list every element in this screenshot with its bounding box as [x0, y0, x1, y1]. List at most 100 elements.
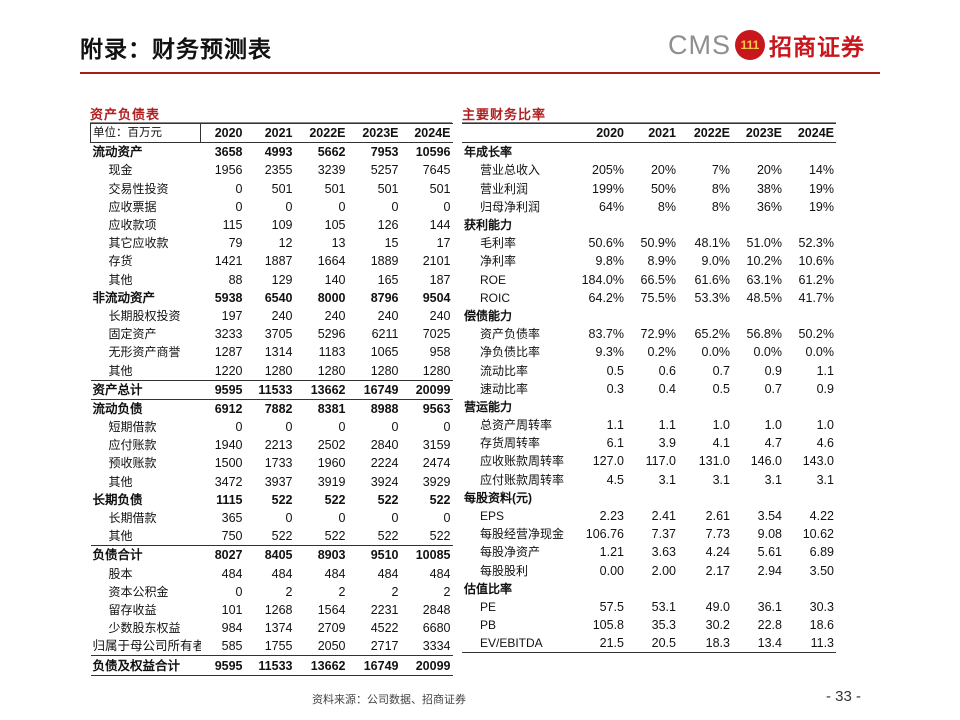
row-value: 19% — [808, 181, 834, 196]
row-value: 51.0% — [746, 236, 782, 251]
row-value: 4.1 — [712, 436, 730, 451]
row-value: 0 — [391, 420, 399, 435]
row-label: 营业总收入 — [480, 163, 541, 178]
row-label: EPS — [480, 509, 505, 524]
row-value: 1889 — [370, 254, 399, 269]
table-row: 其他 1220 1280 1280 1280 1280 — [91, 361, 453, 380]
row-value — [678, 580, 732, 598]
row-label: 每股经营净现金 — [480, 527, 565, 542]
ratios-title-rule — [462, 122, 836, 123]
row-label: 流动资产 — [92, 145, 143, 160]
row-value: 4.5 — [606, 472, 624, 487]
logo-mark-icon: 111 — [735, 30, 765, 60]
row-value: 2.00 — [651, 563, 676, 578]
row-value — [626, 580, 678, 598]
row-value: 484 — [377, 566, 399, 581]
row-value: 1314 — [264, 345, 293, 360]
row-value: 61.2% — [798, 272, 834, 287]
row-value: 4522 — [370, 621, 399, 636]
table-row: 应收票据 0 0 0 0 0 — [91, 198, 453, 216]
row-label: 归属于母公司所有者权益 — [92, 639, 201, 654]
row-value: 4.22 — [809, 509, 834, 524]
row-value: 2 — [391, 584, 399, 599]
row-value: 1183 — [318, 345, 346, 360]
row-value: 1956 — [214, 163, 243, 178]
row-value — [570, 580, 626, 598]
row-value: 9.8% — [595, 254, 625, 269]
row-value: 750 — [221, 529, 243, 544]
row-value: 522 — [271, 529, 293, 544]
row-value: 1280 — [422, 363, 451, 378]
row-value: 7953 — [370, 145, 399, 160]
row-value: 2101 — [422, 254, 451, 269]
table-row: 流动资产 3658 4993 5662 7953 10596 — [91, 143, 453, 162]
cms-logo: CMS 111 招商证券 — [668, 28, 865, 62]
row-value: 4993 — [264, 145, 293, 160]
row-value — [732, 580, 784, 598]
row-value: 20099 — [415, 658, 451, 673]
row-value: 72.9% — [640, 327, 676, 342]
row-value: 30.2 — [705, 618, 730, 633]
table-row: 应收款项 115 109 105 126 144 — [91, 216, 453, 234]
row-value: 0 — [391, 511, 399, 526]
row-label: 资产总计 — [92, 382, 143, 397]
table-row: 存货周转率 6.1 3.9 4.1 4.7 4.6 — [462, 434, 836, 452]
table-row: 资产负债率 83.7% 72.9% 65.2% 56.8% 50.2% — [462, 325, 836, 343]
row-value: 3334 — [422, 639, 451, 654]
row-value: 3924 — [370, 474, 399, 489]
row-value: 16749 — [363, 658, 399, 673]
row-value: 1280 — [317, 363, 346, 378]
row-value: 20% — [756, 163, 782, 178]
row-value: 3159 — [422, 438, 451, 453]
row-label: 交易性投资 — [108, 181, 169, 196]
row-value: 5.61 — [757, 545, 782, 560]
row-value: 2.61 — [705, 509, 730, 524]
row-value: 105.8 — [592, 618, 624, 633]
row-value: 501 — [377, 181, 399, 196]
row-value: 205% — [592, 163, 624, 178]
row-value: 9504 — [422, 290, 451, 305]
row-label: 其他 — [108, 529, 133, 544]
row-value: 22.8 — [757, 618, 782, 633]
row-label: 应付账款周转率 — [480, 472, 565, 487]
row-value: 3.1 — [658, 472, 676, 487]
table-row: 非流动资产 5938 6540 8000 8796 9504 — [91, 289, 453, 307]
row-label: 应收账款周转率 — [480, 454, 565, 469]
ratios-title: 主要财务比率 — [462, 108, 547, 123]
row-value: 3233 — [214, 327, 243, 342]
table-row: 资本公积金 0 2 2 2 2 — [91, 583, 453, 601]
row-value: 126 — [377, 218, 399, 233]
row-value: 88 — [228, 272, 243, 287]
row-value: 2.17 — [705, 563, 730, 578]
row-value — [626, 398, 678, 416]
row-value: 199% — [592, 181, 624, 196]
row-value: 7025 — [422, 327, 451, 342]
table-row: PE 57.5 53.1 49.0 36.1 30.3 — [462, 598, 836, 616]
row-label: 偿债能力 — [464, 308, 513, 323]
row-value: 0 — [235, 584, 243, 599]
row-value: 10.62 — [802, 527, 834, 542]
row-label: 速动比率 — [480, 381, 529, 396]
row-value: 10.2% — [746, 254, 782, 269]
row-value: 61.6% — [694, 272, 730, 287]
row-value: 16749 — [363, 382, 399, 397]
row-value: 3.54 — [757, 509, 782, 524]
row-value: 0 — [285, 511, 293, 526]
row-value: 36% — [756, 199, 782, 214]
row-value: 3937 — [264, 474, 293, 489]
row-value: 1733 — [264, 456, 293, 471]
year-header: 2022E — [309, 126, 346, 141]
row-value: 1887 — [264, 254, 293, 269]
row-label: 股本 — [108, 566, 133, 581]
row-value: 1940 — [214, 438, 243, 453]
row-value: 2 — [443, 584, 451, 599]
row-value: 2.23 — [599, 509, 624, 524]
row-value: 0.3 — [606, 381, 624, 396]
row-value: 522 — [324, 492, 346, 507]
row-value — [732, 489, 784, 507]
row-value: 5296 — [317, 327, 346, 342]
row-value: 35.3 — [651, 618, 676, 633]
row-value: 187 — [429, 272, 451, 287]
row-value: 79 — [228, 236, 243, 251]
row-value: 0.7 — [764, 381, 782, 396]
